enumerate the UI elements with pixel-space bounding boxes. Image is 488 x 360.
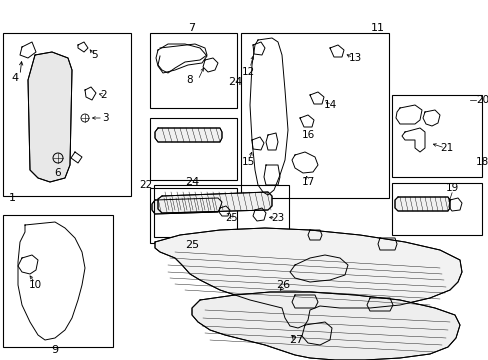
Text: 16: 16 bbox=[301, 130, 314, 140]
Text: 21: 21 bbox=[440, 143, 453, 153]
Text: 19: 19 bbox=[445, 183, 458, 193]
Text: 27: 27 bbox=[288, 335, 303, 345]
Text: 25: 25 bbox=[184, 240, 199, 250]
Bar bbox=[150, 33, 237, 108]
Text: 6: 6 bbox=[55, 168, 61, 178]
Text: 1: 1 bbox=[8, 193, 16, 203]
Polygon shape bbox=[155, 128, 222, 142]
Text: 24: 24 bbox=[184, 177, 199, 187]
Text: 10: 10 bbox=[28, 280, 41, 290]
Text: 12: 12 bbox=[241, 67, 254, 77]
Text: 7: 7 bbox=[188, 23, 195, 33]
Text: 9: 9 bbox=[51, 345, 59, 355]
Text: 25: 25 bbox=[225, 213, 238, 223]
Text: 5: 5 bbox=[92, 50, 98, 60]
Text: 3: 3 bbox=[102, 113, 108, 123]
Bar bbox=[154, 185, 288, 237]
Text: 20: 20 bbox=[475, 95, 488, 105]
Text: 22: 22 bbox=[139, 180, 152, 190]
Text: 24: 24 bbox=[227, 77, 242, 87]
Text: 2: 2 bbox=[101, 90, 107, 100]
Bar bbox=[391, 95, 481, 177]
Text: 26: 26 bbox=[275, 280, 289, 290]
Polygon shape bbox=[155, 228, 461, 328]
Bar bbox=[150, 118, 237, 180]
Text: 11: 11 bbox=[370, 23, 384, 33]
Bar bbox=[391, 183, 481, 235]
Text: 17: 17 bbox=[301, 177, 314, 187]
Bar bbox=[150, 188, 237, 243]
Polygon shape bbox=[28, 52, 72, 182]
Text: 15: 15 bbox=[241, 157, 254, 167]
Text: 13: 13 bbox=[347, 53, 361, 63]
Text: 18: 18 bbox=[475, 157, 488, 167]
Polygon shape bbox=[158, 192, 271, 213]
Text: 14: 14 bbox=[323, 100, 336, 110]
Bar bbox=[241, 33, 388, 198]
Text: 23: 23 bbox=[271, 213, 284, 223]
Text: 8: 8 bbox=[186, 75, 193, 85]
Bar bbox=[3, 215, 113, 347]
Polygon shape bbox=[152, 198, 222, 214]
Text: 4: 4 bbox=[11, 73, 19, 83]
Polygon shape bbox=[192, 292, 459, 360]
Polygon shape bbox=[394, 197, 449, 211]
Bar bbox=[3, 33, 131, 196]
